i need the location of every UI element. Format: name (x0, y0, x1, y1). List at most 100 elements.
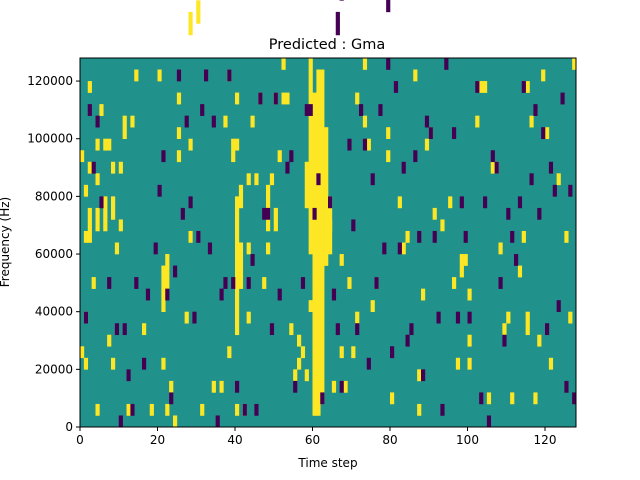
heatmap-cell-low (293, 380, 298, 393)
y-tick-label: 80000 (35, 189, 73, 203)
heatmap-cell-low (483, 196, 488, 209)
heatmap-cell-high (297, 357, 302, 370)
heatmap-cell-high (122, 115, 127, 128)
heatmap-cell-low (331, 288, 337, 301)
heatmap-cell-low (235, 380, 240, 393)
heatmap-cell-high (134, 69, 139, 82)
heatmap-cell-high (541, 69, 546, 82)
heatmap-cell-high (568, 311, 573, 324)
y-tick-label: 40000 (35, 305, 73, 319)
heatmap-cell-high (304, 369, 309, 382)
heatmap-cell-high (502, 323, 507, 336)
x-tick-label: 20 (150, 433, 165, 447)
heatmap-cell-high (459, 254, 464, 278)
heatmap-cell-low (304, 104, 309, 116)
heatmap-cell-low (444, 58, 449, 70)
heatmap-cell-high (545, 127, 550, 140)
heatmap-cell-high (107, 334, 112, 347)
heatmap-cell-high (254, 173, 259, 186)
heatmap-cell-high (455, 357, 461, 370)
heatmap-cell-high (277, 150, 282, 163)
heatmap-cell-high (421, 288, 426, 301)
heatmap-cell-low (188, 196, 193, 209)
heatmap-cell-high (83, 357, 89, 370)
y-tick-label: 60000 (35, 247, 73, 261)
heatmap-cell-high (386, 127, 391, 140)
heatmap-cell-high (235, 92, 240, 105)
heatmap-cell-high (490, 161, 495, 174)
heatmap-cell-high (572, 58, 577, 70)
heatmap-cell-low (300, 277, 306, 289)
heatmap-cell-high (238, 196, 244, 209)
heatmap-cell-low (122, 323, 127, 336)
heatmap-cell-low (455, 311, 461, 324)
heatmap-cell-high (467, 357, 472, 370)
heatmap-cell-low (521, 81, 526, 93)
heatmap-cell-low (173, 265, 178, 278)
heatmap-cell-high (529, 115, 534, 128)
x-axis: 0 20 40 60 80 100 120 (76, 427, 556, 447)
heatmap-cell-low (246, 277, 251, 289)
heatmap-cell-high (521, 230, 526, 243)
heatmap-cell-high (362, 115, 368, 128)
heatmap-cell-high (262, 277, 267, 289)
heatmap-cell-high (432, 207, 437, 220)
heatmap-cell-high (211, 380, 216, 393)
heatmap-cell-high (467, 288, 472, 301)
heatmap-cell-high (95, 173, 100, 186)
heatmap-cell-high (297, 334, 302, 347)
heatmap-cell-high (533, 392, 538, 405)
heatmap-cell-low (262, 207, 267, 220)
heatmap-cell-low (250, 254, 255, 266)
heatmap-cell-high (506, 311, 511, 324)
heatmap-cell-high (339, 346, 344, 359)
heatmap-cell-low (568, 184, 573, 197)
heatmap-cell-high (161, 357, 166, 370)
heatmap-cell-high (390, 392, 395, 405)
heatmap-cell-high (122, 127, 127, 140)
heatmap-cell-low (506, 207, 511, 220)
plot-frame (79, 57, 577, 428)
heatmap-cell-low (362, 138, 368, 151)
heatmap-cell-low (308, 104, 313, 116)
heatmap-cell-low (405, 334, 410, 347)
heatmap-cell-low (107, 277, 112, 289)
heatmap-cell-low (514, 254, 519, 266)
heatmap-cell-low (486, 415, 492, 428)
heatmap-cell-high (289, 323, 294, 336)
heatmap-cell-high (250, 115, 255, 128)
x-tick-label: 60 (305, 433, 320, 447)
heatmap-cell-low (200, 104, 205, 116)
heatmap-cell-high (266, 242, 271, 255)
heatmap-cell-high (300, 346, 306, 359)
heatmap-cell-high (417, 403, 422, 416)
heatmap-cell-low (145, 288, 151, 301)
heatmap-cell-high (355, 92, 360, 105)
heatmap-cell-low (366, 357, 371, 370)
y-axis-title: Frequency (Hz) (0, 197, 12, 288)
heatmap-cell-low (277, 288, 282, 301)
heatmap-cell-low (440, 403, 445, 416)
heatmap-cell-high (188, 138, 193, 151)
heatmap-cell-high (246, 242, 251, 255)
heatmap-cell-high (95, 207, 100, 232)
heatmap-cell-high (95, 138, 100, 151)
heatmap-cell-low (510, 230, 515, 243)
heatmap-cell-low (196, 230, 201, 243)
heatmap-cell-high (525, 311, 530, 336)
heatmap-cell-high (200, 403, 205, 416)
heatmap-cell-high (238, 242, 244, 289)
x-tick-label: 120 (534, 433, 557, 447)
heatmap-cell-low (564, 380, 569, 393)
heatmap-cell-high (448, 196, 453, 209)
x-axis-title: Time step (297, 456, 357, 470)
heatmap-cell-high (238, 184, 244, 197)
heatmap-cell-high (281, 92, 286, 105)
heatmap-cell-high (99, 104, 104, 116)
heatmap-cell-high (308, 300, 313, 312)
heatmap-cell-high (161, 265, 166, 312)
heatmap-cell-low (339, 380, 344, 393)
heatmap-cell-high (103, 138, 108, 151)
heatmap-cell-high (196, 0, 201, 24)
heatmap-cell-low (459, 196, 464, 209)
